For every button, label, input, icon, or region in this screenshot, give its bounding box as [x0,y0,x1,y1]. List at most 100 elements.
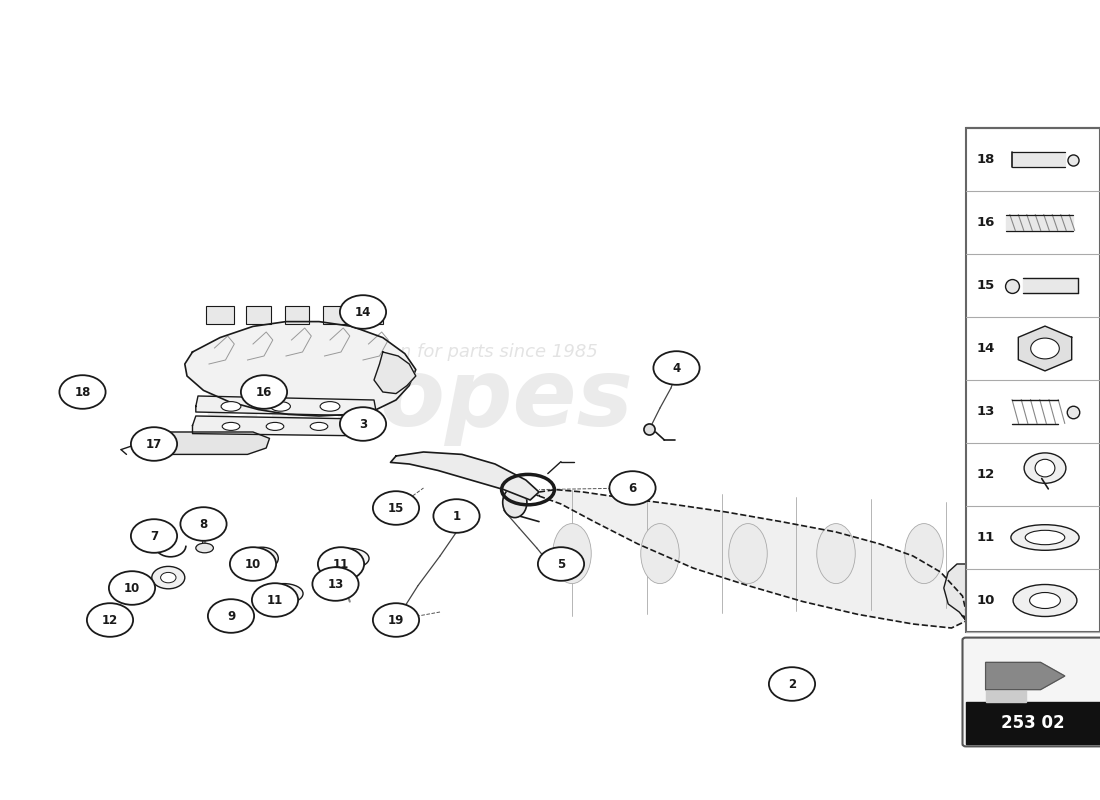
Ellipse shape [1035,459,1055,477]
Bar [246,306,271,324]
Ellipse shape [904,524,944,584]
Ellipse shape [330,549,370,568]
Circle shape [59,375,106,409]
Ellipse shape [1011,525,1079,550]
Ellipse shape [266,422,284,430]
Text: a passion for parts since 1985: a passion for parts since 1985 [326,343,598,361]
Text: 18: 18 [75,386,90,398]
Bar [361,306,383,324]
Ellipse shape [1024,453,1066,483]
Text: 12: 12 [102,614,118,626]
Text: 8: 8 [199,518,208,530]
Polygon shape [185,322,416,416]
Circle shape [180,507,227,541]
Text: 12: 12 [977,468,996,481]
Circle shape [87,603,133,637]
Text: 19: 19 [388,614,404,626]
Circle shape [241,375,287,409]
Text: 15: 15 [388,502,404,514]
Ellipse shape [245,547,278,570]
Polygon shape [984,570,1028,626]
FancyBboxPatch shape [962,638,1100,746]
Bar [323,306,348,324]
Polygon shape [539,490,968,628]
Polygon shape [986,662,1065,690]
Circle shape [312,567,359,601]
Ellipse shape [728,524,767,584]
Ellipse shape [152,566,185,589]
Circle shape [653,351,700,385]
Circle shape [769,667,815,701]
Text: 14: 14 [355,306,371,318]
Polygon shape [192,416,376,436]
Text: 10: 10 [977,594,996,607]
Ellipse shape [503,487,527,518]
Circle shape [373,603,419,637]
Ellipse shape [254,554,270,563]
Circle shape [609,471,656,505]
Text: 13: 13 [328,578,343,590]
Text: 10: 10 [245,558,261,570]
Circle shape [252,583,298,617]
Ellipse shape [1030,593,1060,609]
Polygon shape [986,690,1026,702]
Ellipse shape [196,543,213,553]
Circle shape [109,571,155,605]
Polygon shape [196,396,376,416]
Text: 2: 2 [788,678,796,690]
Circle shape [340,407,386,441]
Text: 11: 11 [333,558,349,570]
Circle shape [230,547,276,581]
Ellipse shape [222,422,240,430]
Circle shape [131,519,177,553]
Polygon shape [1019,326,1071,371]
Text: 3: 3 [359,418,367,430]
Circle shape [433,499,480,533]
Text: 253 02: 253 02 [1001,714,1065,732]
Polygon shape [1012,152,1065,166]
Circle shape [318,547,364,581]
Text: 11: 11 [977,531,996,544]
Ellipse shape [552,524,592,584]
Text: 16: 16 [977,216,996,229]
Circle shape [1031,338,1059,359]
Text: 14: 14 [977,342,996,355]
Ellipse shape [340,554,360,563]
Ellipse shape [1013,585,1077,617]
Polygon shape [1023,278,1078,294]
Text: europes: europes [202,354,634,446]
Text: 11: 11 [267,594,283,606]
Ellipse shape [1025,530,1065,545]
Ellipse shape [161,573,176,582]
Ellipse shape [271,402,290,411]
Ellipse shape [320,402,340,411]
Bar [285,306,309,324]
Text: 9: 9 [227,610,235,622]
Text: 17: 17 [146,438,162,450]
Text: 16: 16 [256,386,272,398]
Text: 15: 15 [977,279,996,292]
Ellipse shape [274,589,294,598]
Ellipse shape [310,422,328,430]
Circle shape [340,295,386,329]
Ellipse shape [640,524,680,584]
Ellipse shape [265,584,304,603]
Polygon shape [1006,214,1072,230]
Polygon shape [138,432,270,454]
Polygon shape [390,452,539,500]
Bar [207,306,233,324]
Text: 5: 5 [557,558,565,570]
Text: 10: 10 [124,582,140,594]
Circle shape [538,547,584,581]
Text: 6: 6 [628,482,637,494]
FancyBboxPatch shape [966,128,1100,632]
Polygon shape [944,564,990,620]
Ellipse shape [221,402,241,411]
Text: 13: 13 [977,405,996,418]
Polygon shape [374,352,416,394]
Circle shape [131,427,177,461]
Bar [966,702,1100,744]
Text: 7: 7 [150,530,158,542]
Text: 4: 4 [672,362,681,374]
Text: 18: 18 [977,153,996,166]
